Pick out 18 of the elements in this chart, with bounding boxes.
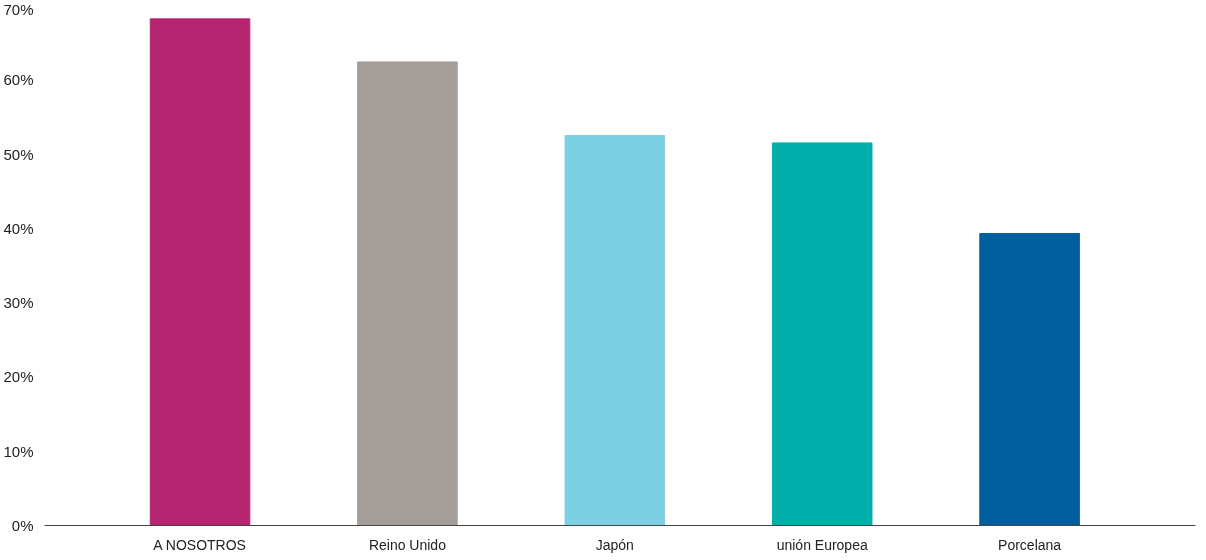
y-tick-label: 20% bbox=[3, 368, 34, 386]
bar bbox=[564, 135, 666, 526]
y-tick-label: 70% bbox=[3, 0, 34, 18]
x-tick-label: A NOSOTROS bbox=[153, 536, 246, 553]
y-tick-label: 60% bbox=[3, 71, 34, 89]
y-tick-label: 30% bbox=[3, 294, 34, 312]
bar bbox=[149, 18, 251, 526]
bar bbox=[771, 142, 873, 526]
x-tick-label: Porcelana bbox=[998, 536, 1062, 553]
y-tick-label: 40% bbox=[3, 219, 34, 237]
bar bbox=[979, 233, 1080, 526]
bar bbox=[357, 61, 458, 526]
y-tick-label: 0% bbox=[11, 517, 34, 534]
y-tick-label: 50% bbox=[3, 145, 34, 163]
x-tick-label: Japón bbox=[595, 536, 634, 553]
y-tick-label: 10% bbox=[3, 442, 34, 460]
x-tick-label: unión Europea bbox=[776, 536, 868, 553]
x-tick-label: Reino Unido bbox=[368, 536, 447, 553]
